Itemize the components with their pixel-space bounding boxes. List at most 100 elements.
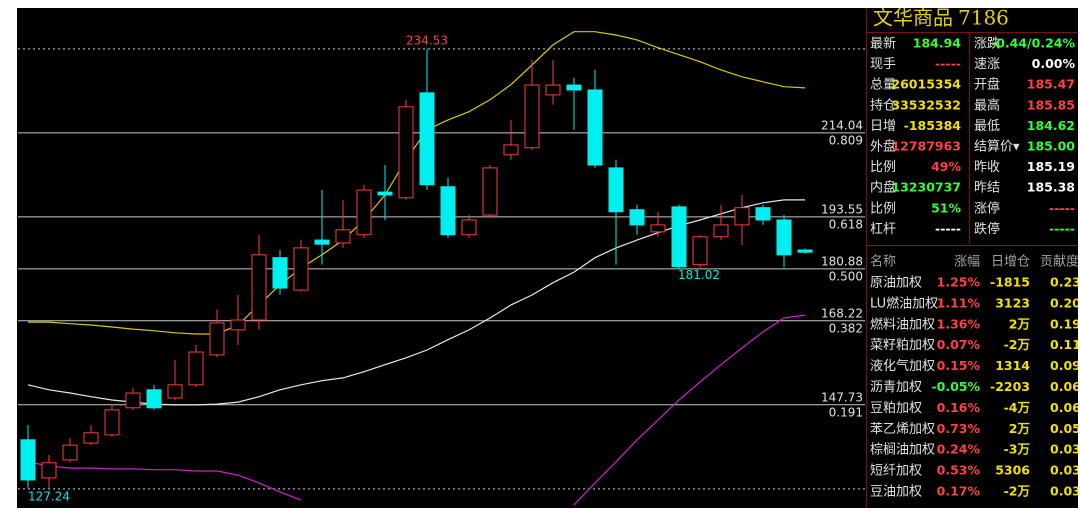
row-name: 棕榈油加权 [870, 442, 935, 458]
row-change: 0.17% [937, 484, 981, 499]
row-change: 0.07% [937, 337, 981, 352]
column-header: 日增仓 [991, 255, 1030, 270]
quote-label: 总量 [870, 78, 896, 93]
swing-low-label: 181.02 [678, 268, 720, 282]
candle-body [440, 186, 456, 236]
row-change: 1.11% [937, 295, 981, 310]
column-header: 贡献度 [1040, 254, 1079, 270]
quote-label: 速涨 [974, 57, 1000, 72]
row-change: 0.16% [937, 400, 981, 415]
candle-body [587, 89, 603, 166]
candle-body [167, 384, 183, 399]
candle-body [83, 432, 99, 444]
row-contrib: 0.23 [1050, 275, 1080, 290]
candle-body [335, 229, 351, 244]
quote-value: 12787963 [891, 139, 961, 154]
row-contrib: 0.11 [1050, 337, 1080, 352]
level-price: 214.04 [821, 118, 863, 132]
candle-body [545, 84, 561, 96]
candle-body [314, 239, 330, 245]
row-contrib: 0.19 [1050, 316, 1080, 331]
candle-body [41, 462, 57, 479]
quote-value: -185384 [904, 118, 962, 133]
quote-value: 185.19 [1027, 159, 1075, 174]
quote-label: 昨收 [974, 160, 1000, 175]
quote-value: ----- [935, 221, 961, 236]
candle-body [125, 392, 141, 409]
row-name: 短纤加权 [870, 463, 922, 479]
candle-body [713, 224, 729, 238]
quote-label: 日增 [870, 119, 896, 134]
candle-body [482, 167, 498, 216]
row-oi: 2万 [1009, 316, 1030, 331]
row-oi: 1314 [995, 358, 1030, 373]
candle-body [734, 207, 750, 226]
column-header: 涨幅 [954, 255, 980, 270]
panel-code: 7186 [958, 6, 1009, 30]
row-contrib: 0.06 [1050, 379, 1080, 394]
quote-label: 持仓 [870, 98, 896, 113]
row-name: 菜籽粕加权 [870, 337, 935, 353]
candle-body [524, 84, 540, 149]
level-price: 168.22 [821, 306, 863, 320]
row-oi: 2万 [1009, 421, 1030, 436]
quote-value: 33532532 [891, 97, 961, 112]
candle-body [797, 249, 813, 253]
candle-body [230, 319, 246, 331]
quote-value: 185.85 [1027, 97, 1075, 112]
candle-body [776, 219, 792, 256]
quote-value: 185.47 [1027, 77, 1075, 92]
quote-value: 185.00 [1027, 139, 1076, 154]
candle-body [629, 209, 645, 226]
row-oi: -1815 [990, 275, 1030, 290]
candle-body [293, 247, 309, 291]
level-ratio: 0.382 [829, 321, 863, 335]
row-name: 燃料油加权 [870, 316, 935, 332]
row-contrib: 0.03 [1050, 463, 1080, 478]
quote-label: 比例 [870, 160, 896, 175]
level-price: 180.88 [821, 254, 863, 268]
level-price: 147.73 [821, 390, 863, 404]
candle-body [671, 206, 687, 268]
quote-value: 185.38 [1027, 180, 1075, 195]
row-contrib: 0.03 [1050, 442, 1080, 457]
row-contrib: 0.03 [1050, 484, 1080, 499]
row-change: 0.24% [937, 442, 981, 457]
row-oi: 3123 [995, 295, 1030, 310]
trough-label: 127.24 [28, 489, 70, 503]
quote-value: 184.94 [913, 36, 962, 51]
row-contrib: 0.09 [1050, 358, 1080, 373]
candle-body [20, 439, 36, 481]
candle-body [419, 92, 435, 186]
candle-body [356, 189, 372, 236]
candle-body [272, 257, 288, 289]
quote-label: 结算价▾ [974, 140, 1020, 155]
level-ratio: 0.809 [829, 133, 863, 147]
candle-body [209, 322, 225, 356]
row-name: 液化气加权 [870, 358, 935, 374]
candle-body [503, 144, 519, 156]
row-contrib: 0.20 [1050, 295, 1080, 310]
row-name: 原油加权 [870, 275, 922, 291]
upper-band [28, 31, 806, 335]
row-change: 1.36% [937, 316, 981, 331]
candle-body [650, 224, 666, 233]
row-oi: -2万 [1004, 337, 1030, 352]
candlestick-chart: 214.040.809193.550.618180.880.500168.220… [18, 31, 865, 506]
level-price: 193.55 [821, 202, 863, 216]
row-change: 0.15% [937, 358, 981, 373]
quote-label: 涨跌 [974, 36, 1000, 52]
row-oi: -3万 [1004, 442, 1030, 457]
row-change: -0.05% [931, 379, 980, 394]
row-change: 0.53% [937, 463, 981, 478]
candle-body [398, 106, 414, 199]
candle-body [146, 389, 162, 409]
row-oi: 5306 [995, 463, 1030, 478]
quote-label: 涨停 [974, 200, 1000, 216]
quote-label: 昨结 [974, 181, 1000, 196]
candle-body [104, 409, 120, 436]
candle-body [692, 236, 708, 266]
candle-body [461, 219, 477, 236]
quote-panel: 文华商品 7186 最新 184.94 涨跌-0.44/0.24% 现手 ----- 速涨… [870, 6, 1080, 500]
